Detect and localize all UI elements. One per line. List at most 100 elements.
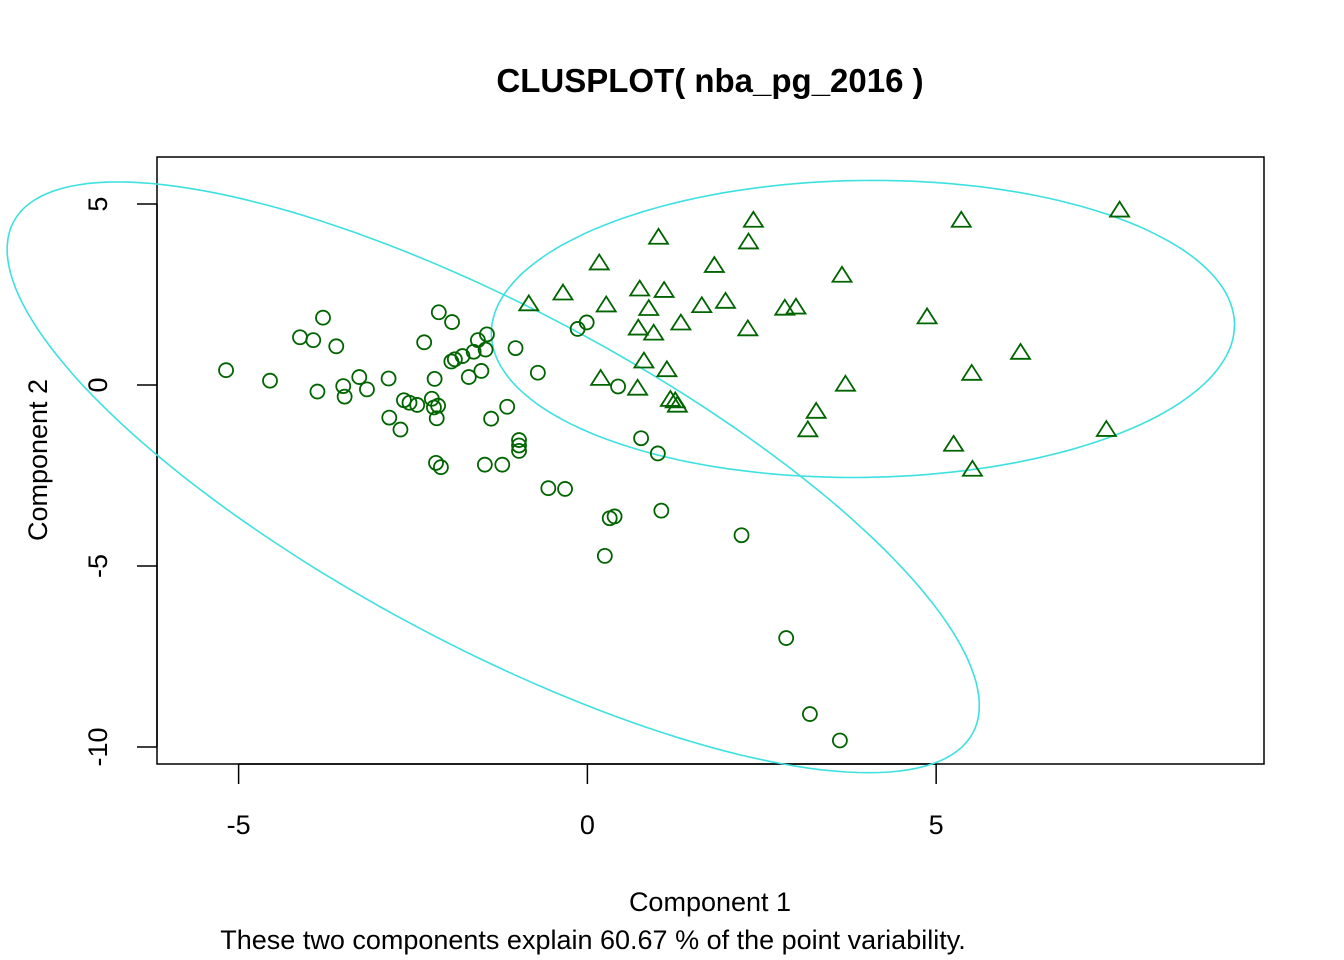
cluster-1-point xyxy=(499,398,516,415)
cluster-1-point xyxy=(540,480,557,497)
cluster-1-point xyxy=(606,508,623,525)
cluster-1-point xyxy=(610,378,626,395)
cluster-1-point xyxy=(733,527,750,544)
cluster-2-point xyxy=(1108,200,1131,218)
cluster-2-point xyxy=(737,231,760,250)
cluster-1-point xyxy=(432,459,449,476)
variability-caption: These two components explain 60.67 % of … xyxy=(220,925,965,955)
cluster-1-point xyxy=(392,421,409,438)
x-tick-label: 0 xyxy=(580,810,595,840)
cluster-1-point xyxy=(428,410,445,427)
cluster-1-point xyxy=(351,369,368,385)
cluster-1-point xyxy=(409,397,426,413)
cluster-1-point xyxy=(507,340,524,357)
cluster-2-point xyxy=(915,306,939,325)
cluster-1-point xyxy=(292,329,308,346)
cluster-1-point xyxy=(381,409,398,426)
cluster-1-point xyxy=(460,369,477,385)
cluster-2-point xyxy=(1095,419,1118,437)
cluster-2-point xyxy=(960,363,983,381)
cluster-1-point xyxy=(426,370,443,387)
cluster-2-point xyxy=(642,323,665,341)
cluster-2-point xyxy=(647,227,670,245)
cluster-1-point xyxy=(416,334,433,351)
cluster-1-point xyxy=(401,394,418,411)
cluster-1-point xyxy=(218,362,234,379)
cluster-2-point xyxy=(736,318,759,337)
cluster-2-point xyxy=(628,278,651,297)
cluster-2-point xyxy=(950,210,973,228)
cluster-2-point xyxy=(942,434,965,452)
cluster-1-point xyxy=(359,381,375,398)
chart-title: CLUSPLOT( nba_pg_2016 ) xyxy=(496,62,923,99)
y-tick-label: 0 xyxy=(83,378,113,393)
cluster-2-point xyxy=(784,297,808,315)
cluster-1-point xyxy=(477,341,494,358)
cluster-2-point xyxy=(961,459,984,477)
y-tick-label: 5 xyxy=(83,197,113,212)
cluster-1-point xyxy=(778,630,795,646)
cluster-2-point xyxy=(796,419,819,438)
cluster-2-point xyxy=(595,294,618,313)
cluster-1-point xyxy=(446,351,463,368)
x-axis: -5 0 5 xyxy=(227,763,944,840)
x-tick-label: -5 xyxy=(227,810,251,840)
cluster-1-point xyxy=(444,314,460,330)
cluster-2-ellipse xyxy=(490,179,1236,479)
cluster-1-point xyxy=(473,363,490,379)
cluster-2-point xyxy=(652,280,676,298)
cluster-2-point xyxy=(1009,342,1032,360)
cluster-1-point xyxy=(649,445,666,462)
cluster-1-point xyxy=(511,443,527,459)
cluster-1-point xyxy=(596,547,613,564)
plot-frame xyxy=(156,156,1265,765)
cluster-1-point xyxy=(476,456,493,473)
cluster-1-point xyxy=(380,370,397,387)
cluster-1-point xyxy=(557,481,573,497)
cluster-1-point xyxy=(511,437,527,454)
cluster-1-point xyxy=(428,454,444,471)
cluster-2-point xyxy=(666,395,689,413)
data-points xyxy=(218,200,1131,749)
cluster-2-point xyxy=(517,293,540,312)
cluster-2-point xyxy=(588,252,611,271)
cluster-1-point xyxy=(479,326,495,343)
cluster-1-point xyxy=(328,338,345,355)
cluster-1-point xyxy=(336,388,353,405)
cluster-2-point xyxy=(830,265,854,283)
cluster-1-point xyxy=(653,502,670,519)
cluster-2-point xyxy=(637,298,660,316)
cluster-2-point xyxy=(626,378,649,396)
cluster-2-point xyxy=(632,350,656,369)
y-axis-title: Component 2 xyxy=(23,379,53,541)
cluster-1-point xyxy=(511,432,527,448)
cluster-1-point xyxy=(262,372,278,389)
cluster-2-point xyxy=(714,291,737,309)
cluster-1-point xyxy=(801,706,818,722)
cluster-2-point xyxy=(551,282,575,301)
cluster-1-ellipse xyxy=(6,181,981,774)
x-axis-title: Component 1 xyxy=(629,887,791,917)
cluster-2-point xyxy=(834,374,857,392)
cluster-1-point xyxy=(430,304,447,321)
y-axis: 5 0 -5 -10 xyxy=(83,197,158,767)
x-tick-label: 5 xyxy=(929,810,944,840)
cluster-2-point xyxy=(669,312,692,331)
cluster-1-point xyxy=(315,309,331,326)
cluster-2-point xyxy=(589,368,612,386)
cluster-2-point xyxy=(742,210,765,228)
cluster-1-point xyxy=(309,383,326,400)
cluster-2-point xyxy=(805,401,828,419)
cluster-1-point xyxy=(578,314,595,331)
y-tick-label: -5 xyxy=(83,554,113,578)
cluster-1-point xyxy=(483,410,500,427)
cluster-1-point xyxy=(633,430,649,447)
cluster-1-point xyxy=(305,332,322,349)
cluster-1-point xyxy=(831,732,848,749)
y-tick-label: -10 xyxy=(83,727,113,766)
cluster-1-point xyxy=(335,378,352,395)
cluster-2-point xyxy=(627,318,650,336)
cluster-2-point xyxy=(703,255,726,273)
cluster-1-point xyxy=(494,456,511,473)
cluster-ellipses xyxy=(6,179,1236,774)
